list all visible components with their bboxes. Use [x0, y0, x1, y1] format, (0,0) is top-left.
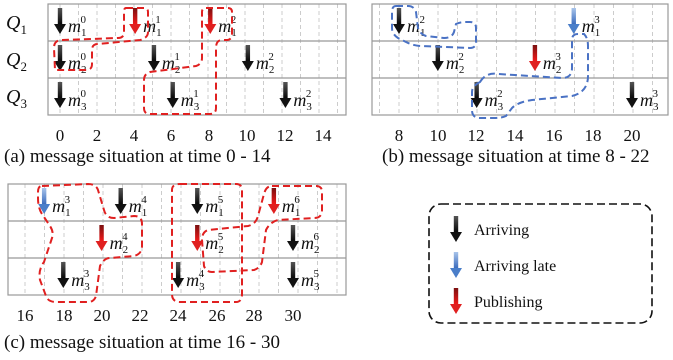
panel-frame [7, 183, 347, 296]
legend-arrow-publishing [450, 288, 462, 314]
x-tick-label: 8 [205, 126, 214, 145]
x-tick-label: 16 [17, 306, 34, 325]
row-label-q3: Q3 [6, 86, 27, 111]
legend-label-publishing: Publishing [474, 294, 542, 311]
message-arrow-publishing [95, 225, 108, 251]
legend: Arriving Arriving late Publishing [428, 203, 653, 324]
legend-label-arriving: Arriving [474, 222, 529, 239]
x-tick-label: 16 [546, 126, 563, 145]
message-label: m34 [186, 268, 205, 293]
group-outline-c-middle [171, 183, 243, 303]
message-label: m20 [68, 51, 87, 76]
x-tick-label: 12 [468, 126, 485, 145]
caption-panel-b: (b) message situation at time 8 - 22 [382, 146, 650, 167]
message-label: m16 [282, 194, 301, 219]
message-arrow-arriving [172, 262, 185, 288]
caption-panel-a: (a) message situation at time 0 - 14 [4, 146, 271, 167]
message-arrow-arriving [147, 45, 160, 71]
x-tick-label: 0 [56, 126, 65, 145]
group-outline-c-right [200, 185, 323, 274]
message-label: m31 [181, 88, 200, 113]
caption-panel-c: (c) message situation at time 16 - 30 [4, 332, 280, 353]
message-arrow-publishing [204, 8, 217, 34]
message-label: m33 [71, 268, 90, 293]
message-arrow-arriving [54, 82, 66, 108]
x-tick-label: 12 [277, 126, 294, 145]
x-tick-label: 20 [624, 126, 641, 145]
x-tick-label: 18 [585, 126, 602, 145]
x-tick-label: 4 [130, 126, 139, 145]
publish-group-outline-m1-2 [143, 7, 233, 115]
x-tick-label: 22 [132, 306, 149, 325]
legend-box [428, 203, 653, 324]
message-arrow-arriving [54, 8, 66, 34]
legend-arrow-late [450, 252, 462, 278]
message-label: m10 [68, 14, 87, 39]
message-label: m12 [218, 14, 237, 39]
message-arrow-arriving [57, 262, 70, 288]
message-label: m11 [143, 14, 161, 39]
x-tick-label: 28 [246, 306, 263, 325]
message-label: m21 [162, 51, 181, 76]
x-tick-label: 18 [56, 306, 73, 325]
panel-a: Q1 Q2 Q3 0 2 4 6 8 10 12 14 m10 m11 m12 m20 m21 m22 m30 m3… [6, 3, 347, 145]
x-tick-label: 6 [167, 126, 176, 145]
message-label: m32 [293, 88, 312, 113]
message-arrow-arriving [241, 45, 254, 71]
x-tick-label: 2 [93, 126, 102, 145]
message-arrow-arriving [54, 45, 66, 71]
message-label: m22 [446, 51, 465, 76]
message-arrow-arriving [470, 82, 483, 108]
message-label: m14 [129, 194, 148, 219]
message-label: m32 [485, 88, 504, 113]
message-label: m26 [301, 231, 320, 256]
message-arrow-arriving [287, 225, 299, 251]
legend-label-late: Arriving late [474, 258, 556, 275]
late-group-outline-b [391, 5, 477, 50]
message-label: m30 [68, 88, 87, 113]
row-label-q2: Q2 [6, 49, 27, 74]
message-label: m33 [640, 88, 659, 113]
message-arrow-arriving [287, 262, 299, 288]
x-tick-label: 24 [170, 306, 188, 325]
message-arrow-arriving [626, 82, 638, 108]
message-arrow-publishing [267, 188, 280, 214]
message-label: m15 [205, 194, 224, 219]
message-label: m22 [256, 51, 275, 76]
x-tick-label: 10 [430, 126, 447, 145]
message-arrow-arriving [191, 188, 204, 214]
message-label: m24 [110, 231, 129, 256]
message-arrow-arriving [431, 45, 444, 71]
x-tick-label: 30 [285, 306, 302, 325]
message-arrow-publishing [191, 225, 204, 251]
row-label-q1: Q1 [6, 12, 27, 37]
message-arrow-publishing [528, 45, 541, 71]
panel-c: 16 18 20 22 24 26 28 30 m13 m14 m15 m16 m24 m25 m26 m33… [7, 182, 347, 325]
panel-frame [371, 3, 669, 116]
publish-group-outline-m1-1 [52, 7, 149, 71]
x-tick-label: 20 [94, 306, 111, 325]
legend-arrow-arriving [450, 216, 462, 242]
x-tick-label: 14 [315, 126, 333, 145]
message-arrow-arriving [114, 188, 127, 214]
message-arrow-arriving [279, 82, 292, 108]
message-arrow-arriving [393, 8, 405, 34]
message-label: m35 [301, 268, 320, 293]
message-label: m13 [582, 14, 601, 39]
x-tick-label: 8 [395, 126, 404, 145]
late-group-outline-b2 [471, 33, 589, 119]
message-arrow-arriving [166, 82, 179, 108]
x-tick-label: 14 [507, 126, 525, 145]
message-arrow-late [567, 8, 580, 34]
message-arrow-late [38, 188, 51, 214]
x-tick-label: 26 [209, 306, 226, 325]
message-label: m25 [205, 231, 224, 256]
message-label: m13 [52, 194, 70, 219]
message-label: m23 [543, 51, 562, 76]
group-outline-c-left [37, 182, 143, 303]
x-tick-label: 10 [239, 126, 256, 145]
message-arrow-publishing [129, 8, 142, 34]
